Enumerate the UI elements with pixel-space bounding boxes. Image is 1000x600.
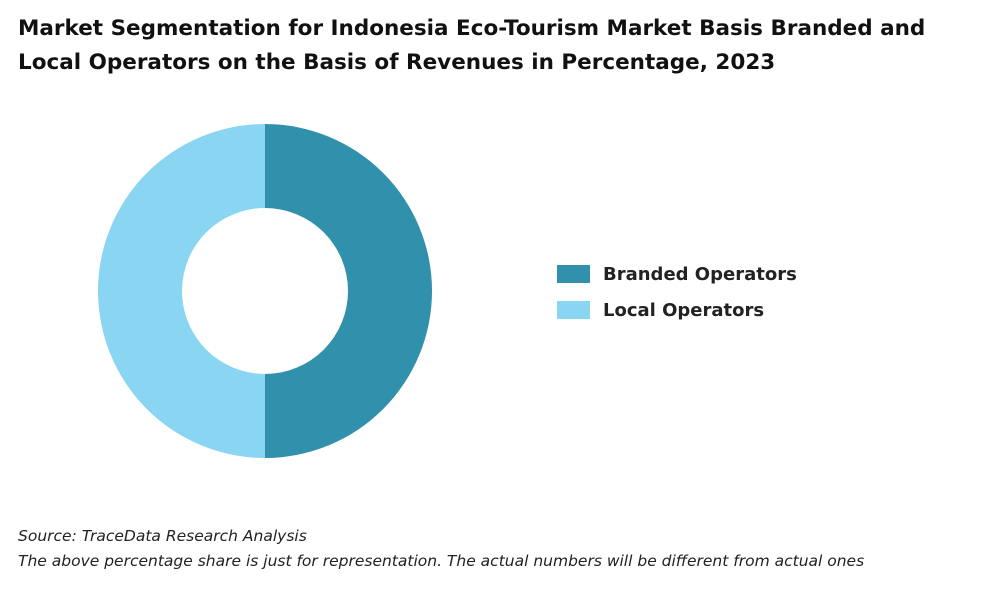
source: Source: TraceData Research Analysis — [18, 527, 307, 545]
note: The above percentage share is just for r… — [18, 552, 865, 570]
legend-label: Local Operators — [603, 300, 764, 321]
chart-title: Market Segmentation for Indonesia Eco-To… — [18, 16, 926, 75]
legend-label: Branded Operators — [603, 264, 797, 285]
legend-swatch — [557, 301, 590, 319]
legend-swatch — [557, 265, 590, 283]
donut-segment — [98, 124, 265, 458]
donut-segment — [265, 124, 432, 458]
